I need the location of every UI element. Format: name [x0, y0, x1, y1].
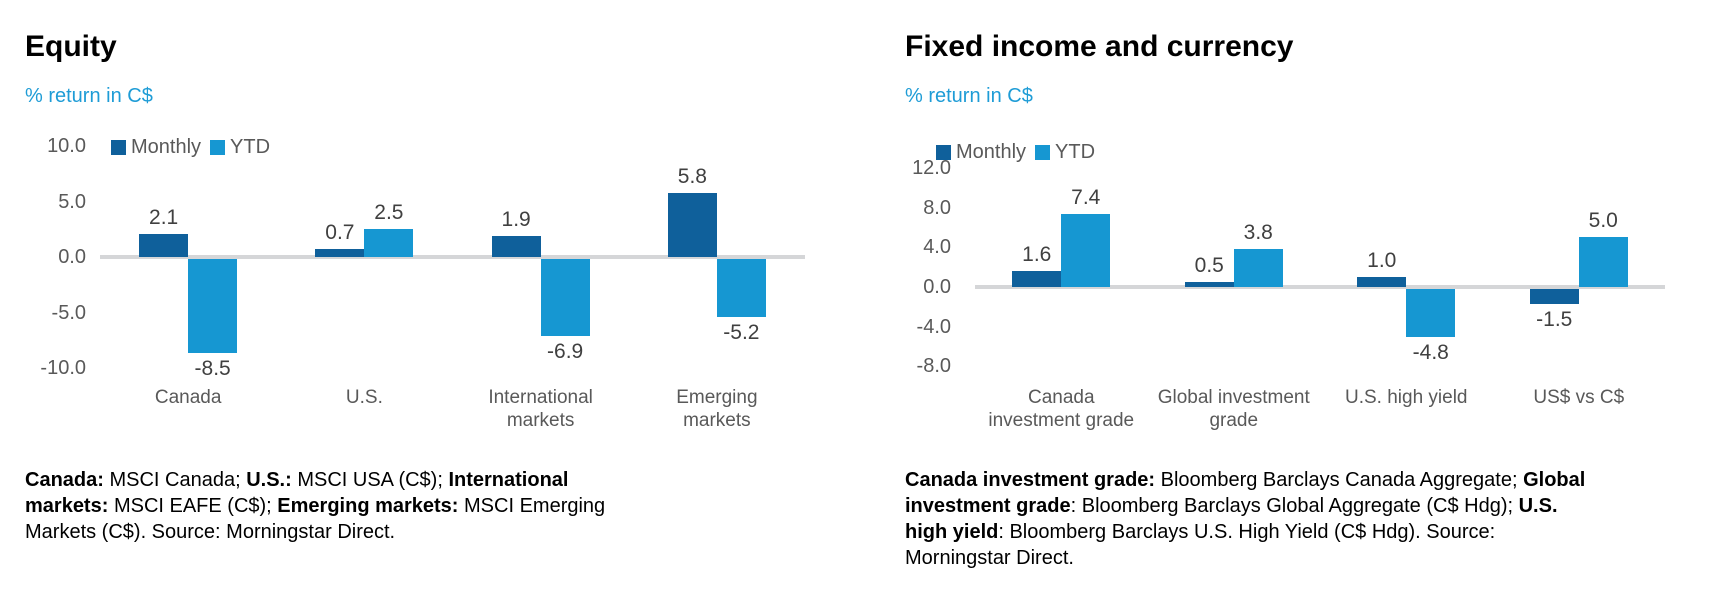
y-axis-tick-label: -10.0	[40, 357, 86, 379]
bar-monthly-u-s-high-yield	[1357, 277, 1407, 287]
bar-value-label: -6.9	[547, 340, 584, 363]
bar-value-label: 5.0	[1588, 209, 1618, 232]
bar-ytd-u-s	[364, 229, 414, 257]
bar-monthly-u-s	[315, 249, 365, 257]
bar-value-label: 3.8	[1243, 221, 1273, 244]
y-axis-tick-label: 0.0	[923, 276, 951, 298]
footnote-text: Canada:	[25, 469, 104, 491]
legend-swatch-ytd	[1035, 145, 1051, 160]
footnote-text: U.S. high yield	[905, 495, 1558, 543]
category-label-us-vs-c: US$ vs C$	[1533, 387, 1625, 408]
bar-monthly-canada	[1012, 271, 1062, 287]
y-axis-tick-label: -5.0	[51, 301, 86, 324]
footnote-text: MSCI Canada;	[103, 469, 247, 491]
legend-swatch-ytd	[210, 140, 226, 155]
footnote-text: U.S.:	[246, 469, 292, 491]
legend-item-ytd: YTD	[210, 136, 270, 159]
footnote-text: Canada investment grade:	[905, 469, 1156, 491]
legend: Monthly YTD	[936, 141, 1095, 164]
legend-swatch-monthly	[111, 140, 126, 155]
category-label-u-s: U.S.	[345, 387, 383, 408]
bar-monthly-emerging	[667, 193, 717, 257]
footnote-text: MSCI EAFE (C$);	[108, 495, 278, 517]
legend-label-ytd: YTD	[1055, 141, 1096, 163]
bar-monthly-global-investment	[1184, 282, 1234, 287]
bar-value-label: 2.5	[374, 201, 404, 224]
bar-monthly-canada	[139, 234, 189, 257]
y-axis-tick-label: 0.0	[58, 246, 86, 268]
bar-value-label: -4.8	[1412, 341, 1449, 364]
fixed-income-plot-area: 12.0 8.0 4.0 0.0 -4.0 -8.0 Monthly YTD 1.6 7.4 Can…	[905, 30, 1720, 590]
bar-ytd-emerging	[716, 259, 766, 317]
fixed-income-chart-title: Fixed income and currency	[905, 30, 1294, 63]
y-axis-tick-label: 8.0	[923, 196, 951, 219]
footnote-text: MSCI Emerging Markets (C$). Source: Morn…	[25, 495, 606, 543]
bar-value-label: 2.1	[149, 206, 179, 229]
category-label-global-investment: Global investment grade	[1157, 387, 1310, 431]
bar-value-label: 0.5	[1194, 254, 1224, 277]
y-axis-tick-label: 4.0	[923, 236, 951, 259]
fixed-income-chart-panel: Fixed income and currency % return in C$…	[905, 30, 1720, 590]
footnote-text: Bloomberg Barclays Canada Aggregate;	[1155, 469, 1524, 491]
y-axis-tick-label: 12.0	[912, 157, 951, 180]
bar-value-label: 5.8	[677, 165, 707, 188]
legend-item-monthly: Monthly	[111, 136, 201, 159]
footnote-text: MSCI USA (C$);	[291, 469, 449, 491]
zero-axis-line	[975, 285, 1665, 289]
category-label-canada: Canada	[154, 387, 222, 408]
bar-ytd-us-vs-c	[1578, 237, 1628, 287]
footnote-text: International markets:	[25, 469, 569, 517]
bar-value-label: -1.5	[1536, 308, 1573, 331]
footnote-text: Emerging markets:	[277, 495, 459, 517]
category-label-international: International markets	[488, 387, 593, 431]
bar-monthly-international	[491, 236, 541, 257]
equity-footnote: Canada: MSCI Canada; U.S.: MSCI USA (C$)…	[25, 467, 655, 545]
bar-ytd-global-investment	[1233, 249, 1283, 287]
bar-value-label: -8.5	[194, 357, 231, 380]
legend-item-monthly: Monthly	[936, 141, 1026, 164]
y-axis-tick-label: -4.0	[916, 315, 951, 338]
legend-label-monthly: Monthly	[131, 136, 202, 158]
bar-value-label: 0.7	[325, 221, 355, 244]
fixed-income-chart-subtitle: % return in C$	[905, 85, 1033, 107]
bar-monthly-us-vs-c	[1529, 289, 1579, 304]
footnote-text: : Bloomberg Barclays U.S. High Yield (C$…	[905, 521, 1496, 569]
legend: Monthly YTD	[111, 136, 270, 159]
legend-swatch-monthly	[936, 145, 951, 160]
legend-label-monthly: Monthly	[956, 141, 1027, 163]
footnote-text: Global investment grade	[905, 469, 1586, 517]
legend-item-ytd: YTD	[1035, 141, 1095, 164]
legend-label-ytd: YTD	[230, 136, 271, 158]
bar-value-label: 7.4	[1071, 186, 1101, 209]
category-label-u-s-high-yield: U.S. high yield	[1344, 387, 1468, 408]
equity-chart-panel: Equity % return in C$ 10.0 5.0 0.0 -5.0 -10.…	[25, 30, 835, 590]
y-axis-tick-label: -8.0	[916, 355, 951, 378]
y-axis-tick-label: 10.0	[47, 135, 86, 157]
bar-value-label: 1.6	[1022, 243, 1052, 266]
footnote-text: : Bloomberg Barclays Global Aggregate (C…	[1070, 495, 1519, 517]
bar-ytd-international	[540, 259, 590, 336]
category-label-canada: Canada investment grade	[988, 387, 1135, 431]
bar-value-label: 1.0	[1367, 249, 1397, 272]
y-axis-tick-label: 5.0	[58, 190, 86, 213]
bar-value-label: -5.2	[723, 321, 760, 344]
equity-chart-title: Equity	[25, 30, 117, 63]
equity-chart-subtitle: % return in C$	[25, 85, 153, 107]
bar-ytd-canada	[188, 259, 238, 353]
bar-ytd-u-s-high-yield	[1406, 289, 1456, 337]
bar-value-label: 1.9	[501, 208, 531, 231]
bar-ytd-canada	[1061, 214, 1111, 287]
fixed-income-footnote: Canada investment grade: Bloomberg Barcl…	[905, 467, 1600, 571]
category-label-emerging: Emerging markets	[676, 387, 758, 431]
equity-plot-area: 10.0 5.0 0.0 -5.0 -10.0 Monthly YTD 2.1 -8.5 Cana…	[25, 30, 835, 590]
zero-axis-line	[100, 255, 805, 259]
